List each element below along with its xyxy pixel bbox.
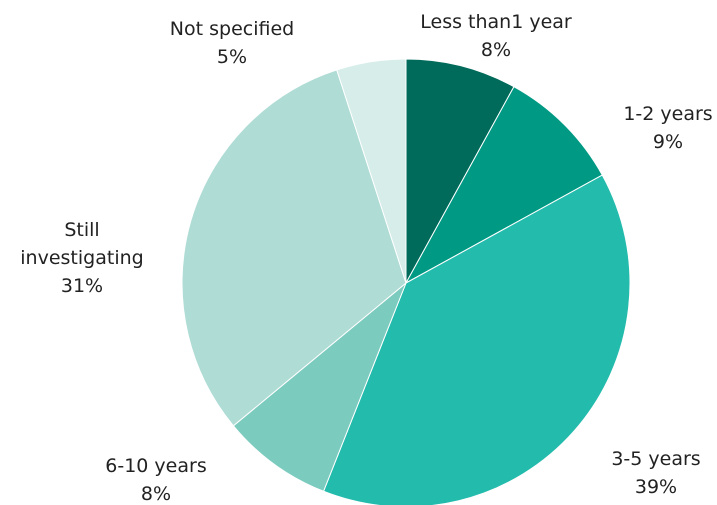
slice-category-label: 3-5 years	[611, 448, 700, 470]
slice-percent-label: 5%	[217, 46, 247, 68]
labels-layer: Less than1 year 8% 1-2 years 9% 3-5 years 39%…	[20, 11, 712, 505]
slice-percent-label: 39%	[635, 476, 677, 498]
pie-slice-5	[336, 58, 407, 284]
slice-category-label: Less than1 year	[420, 11, 572, 33]
slice-percent-label: 9%	[653, 131, 683, 153]
pie-slice-4	[181, 69, 407, 427]
slice-percent-label: 31%	[61, 275, 103, 297]
slice-percent-label: 8%	[141, 483, 171, 505]
pie-slice-0	[405, 58, 515, 284]
pie-slice-1	[404, 86, 603, 285]
pie-slice-2	[322, 174, 631, 505]
slice-category-label: Not specified	[170, 18, 294, 40]
slice-category-label: 1-2 years	[623, 103, 712, 125]
slice-category-label: Still	[64, 219, 99, 241]
slices-layer	[181, 58, 631, 505]
pie-slice-3	[232, 282, 407, 492]
slice-category-label: 6-10 years	[105, 455, 206, 477]
slice-percent-label: 8%	[481, 39, 511, 61]
slice-category-label: investigating	[20, 247, 143, 269]
